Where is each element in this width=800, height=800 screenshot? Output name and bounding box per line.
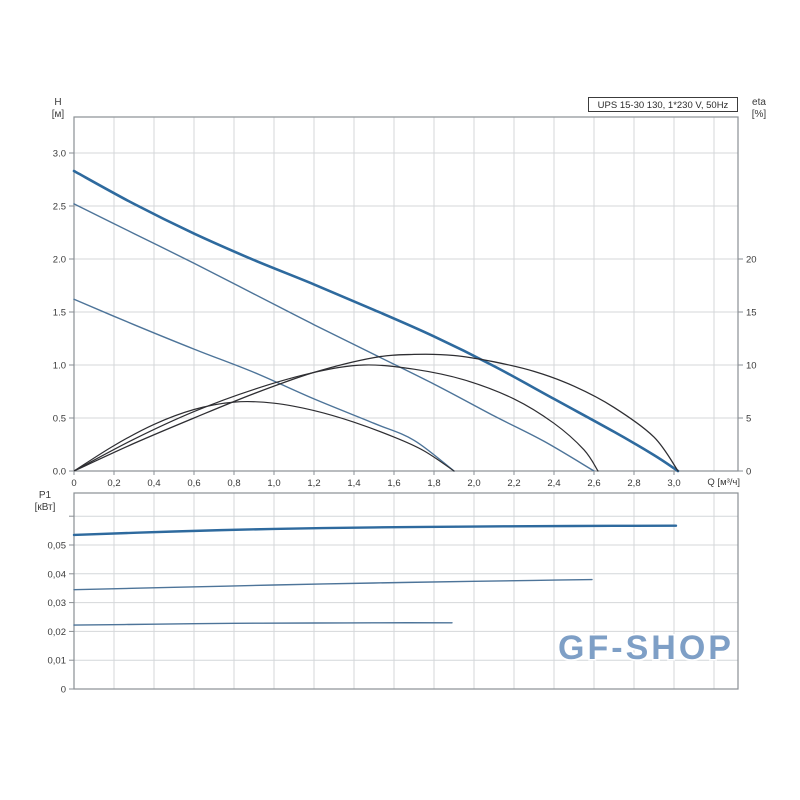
svg-text:1,2: 1,2 [307,478,320,489]
power-curve-speed-2 [73,578,593,591]
svg-text:1,0: 1,0 [267,478,280,489]
power-axis-unit: [кВт] [34,502,56,513]
svg-text:0,04: 0,04 [48,569,67,580]
gf-shop-watermark: GF-SHOP [558,629,734,667]
hq-eta-chart: 0 0,2 0,4 0,6 0,8 1,0 1,2 1,4 1,6 1,8 2,0 2,2 2,4 2,6… [53,116,757,490]
p1-chart: 0 0,01 0,02 0,03 0,04 0,05 [48,492,739,696]
p1-chart-frame [73,492,739,690]
svg-text:2,0: 2,0 [467,478,480,489]
svg-text:0,8: 0,8 [227,478,240,489]
svg-text:0: 0 [61,685,66,696]
svg-text:1,4: 1,4 [347,478,360,489]
svg-text:2,2: 2,2 [507,478,520,489]
eta-axis-symbol: eta [752,97,766,108]
svg-text:2.5: 2.5 [53,202,66,213]
svg-text:1.0: 1.0 [53,361,66,372]
hq-eta-chart-tick-labels: 0 0,2 0,4 0,6 0,8 1,0 1,2 1,4 1,6 1,8 2,0 2,2 2,4 2,6… [53,149,757,490]
svg-text:1.5: 1.5 [53,308,66,319]
svg-text:0.0: 0.0 [53,467,66,478]
hq-eta-chart-frame [73,116,739,472]
svg-text:0,05: 0,05 [48,541,67,552]
svg-text:0.5: 0.5 [53,414,66,425]
hq-eta-chart-gridlines [74,117,738,471]
head-axis-symbol: H [54,97,62,108]
power-curve-speed-3 [72,524,678,537]
power-axis-symbol: P1 [38,490,52,501]
svg-text:2.0: 2.0 [53,255,66,266]
svg-text:3.0: 3.0 [53,149,66,160]
svg-text:0,02: 0,02 [48,627,67,638]
pump-model-label: UPS 15-30 130, 1*230 V, 50Hz [588,97,738,112]
svg-text:2,4: 2,4 [547,478,560,489]
svg-text:1,6: 1,6 [387,478,400,489]
power-axis-label: P1 [кВт] [26,490,64,514]
svg-text:0,2: 0,2 [107,478,120,489]
svg-text:2,8: 2,8 [627,478,640,489]
svg-text:1,8: 1,8 [427,478,440,489]
svg-text:0: 0 [746,467,751,478]
svg-text:0,03: 0,03 [48,598,67,609]
p1-chart-gridlines [74,493,738,689]
flow-axis-label: Q [м³/ч] [707,477,740,488]
eta-curve-speed-2 [73,364,599,472]
p1-chart-tick-labels: 0 0,01 0,02 0,03 0,04 0,05 [48,515,74,696]
power-curve-speed-1 [73,622,453,626]
head-curve-speed-3 [72,169,680,473]
svg-text:3,0: 3,0 [667,478,680,489]
eta-axis-unit: [%] [751,109,767,120]
svg-text:5: 5 [746,414,751,425]
head-curve-speed-2 [73,203,595,472]
svg-text:15: 15 [746,308,757,319]
eta-curve-speed-1 [73,400,455,472]
svg-text:2,6: 2,6 [587,478,600,489]
eta-axis-label: eta [%] [744,97,774,121]
svg-text:0,4: 0,4 [147,478,160,489]
svg-text:0,6: 0,6 [187,478,200,489]
head-axis-label: H [м] [44,97,72,121]
svg-text:0,01: 0,01 [48,656,67,667]
head-axis-unit: [м] [51,109,65,120]
eta-curve-speed-3 [73,353,679,472]
svg-text:20: 20 [746,255,757,266]
svg-text:0: 0 [71,478,76,489]
svg-text:10: 10 [746,361,757,372]
